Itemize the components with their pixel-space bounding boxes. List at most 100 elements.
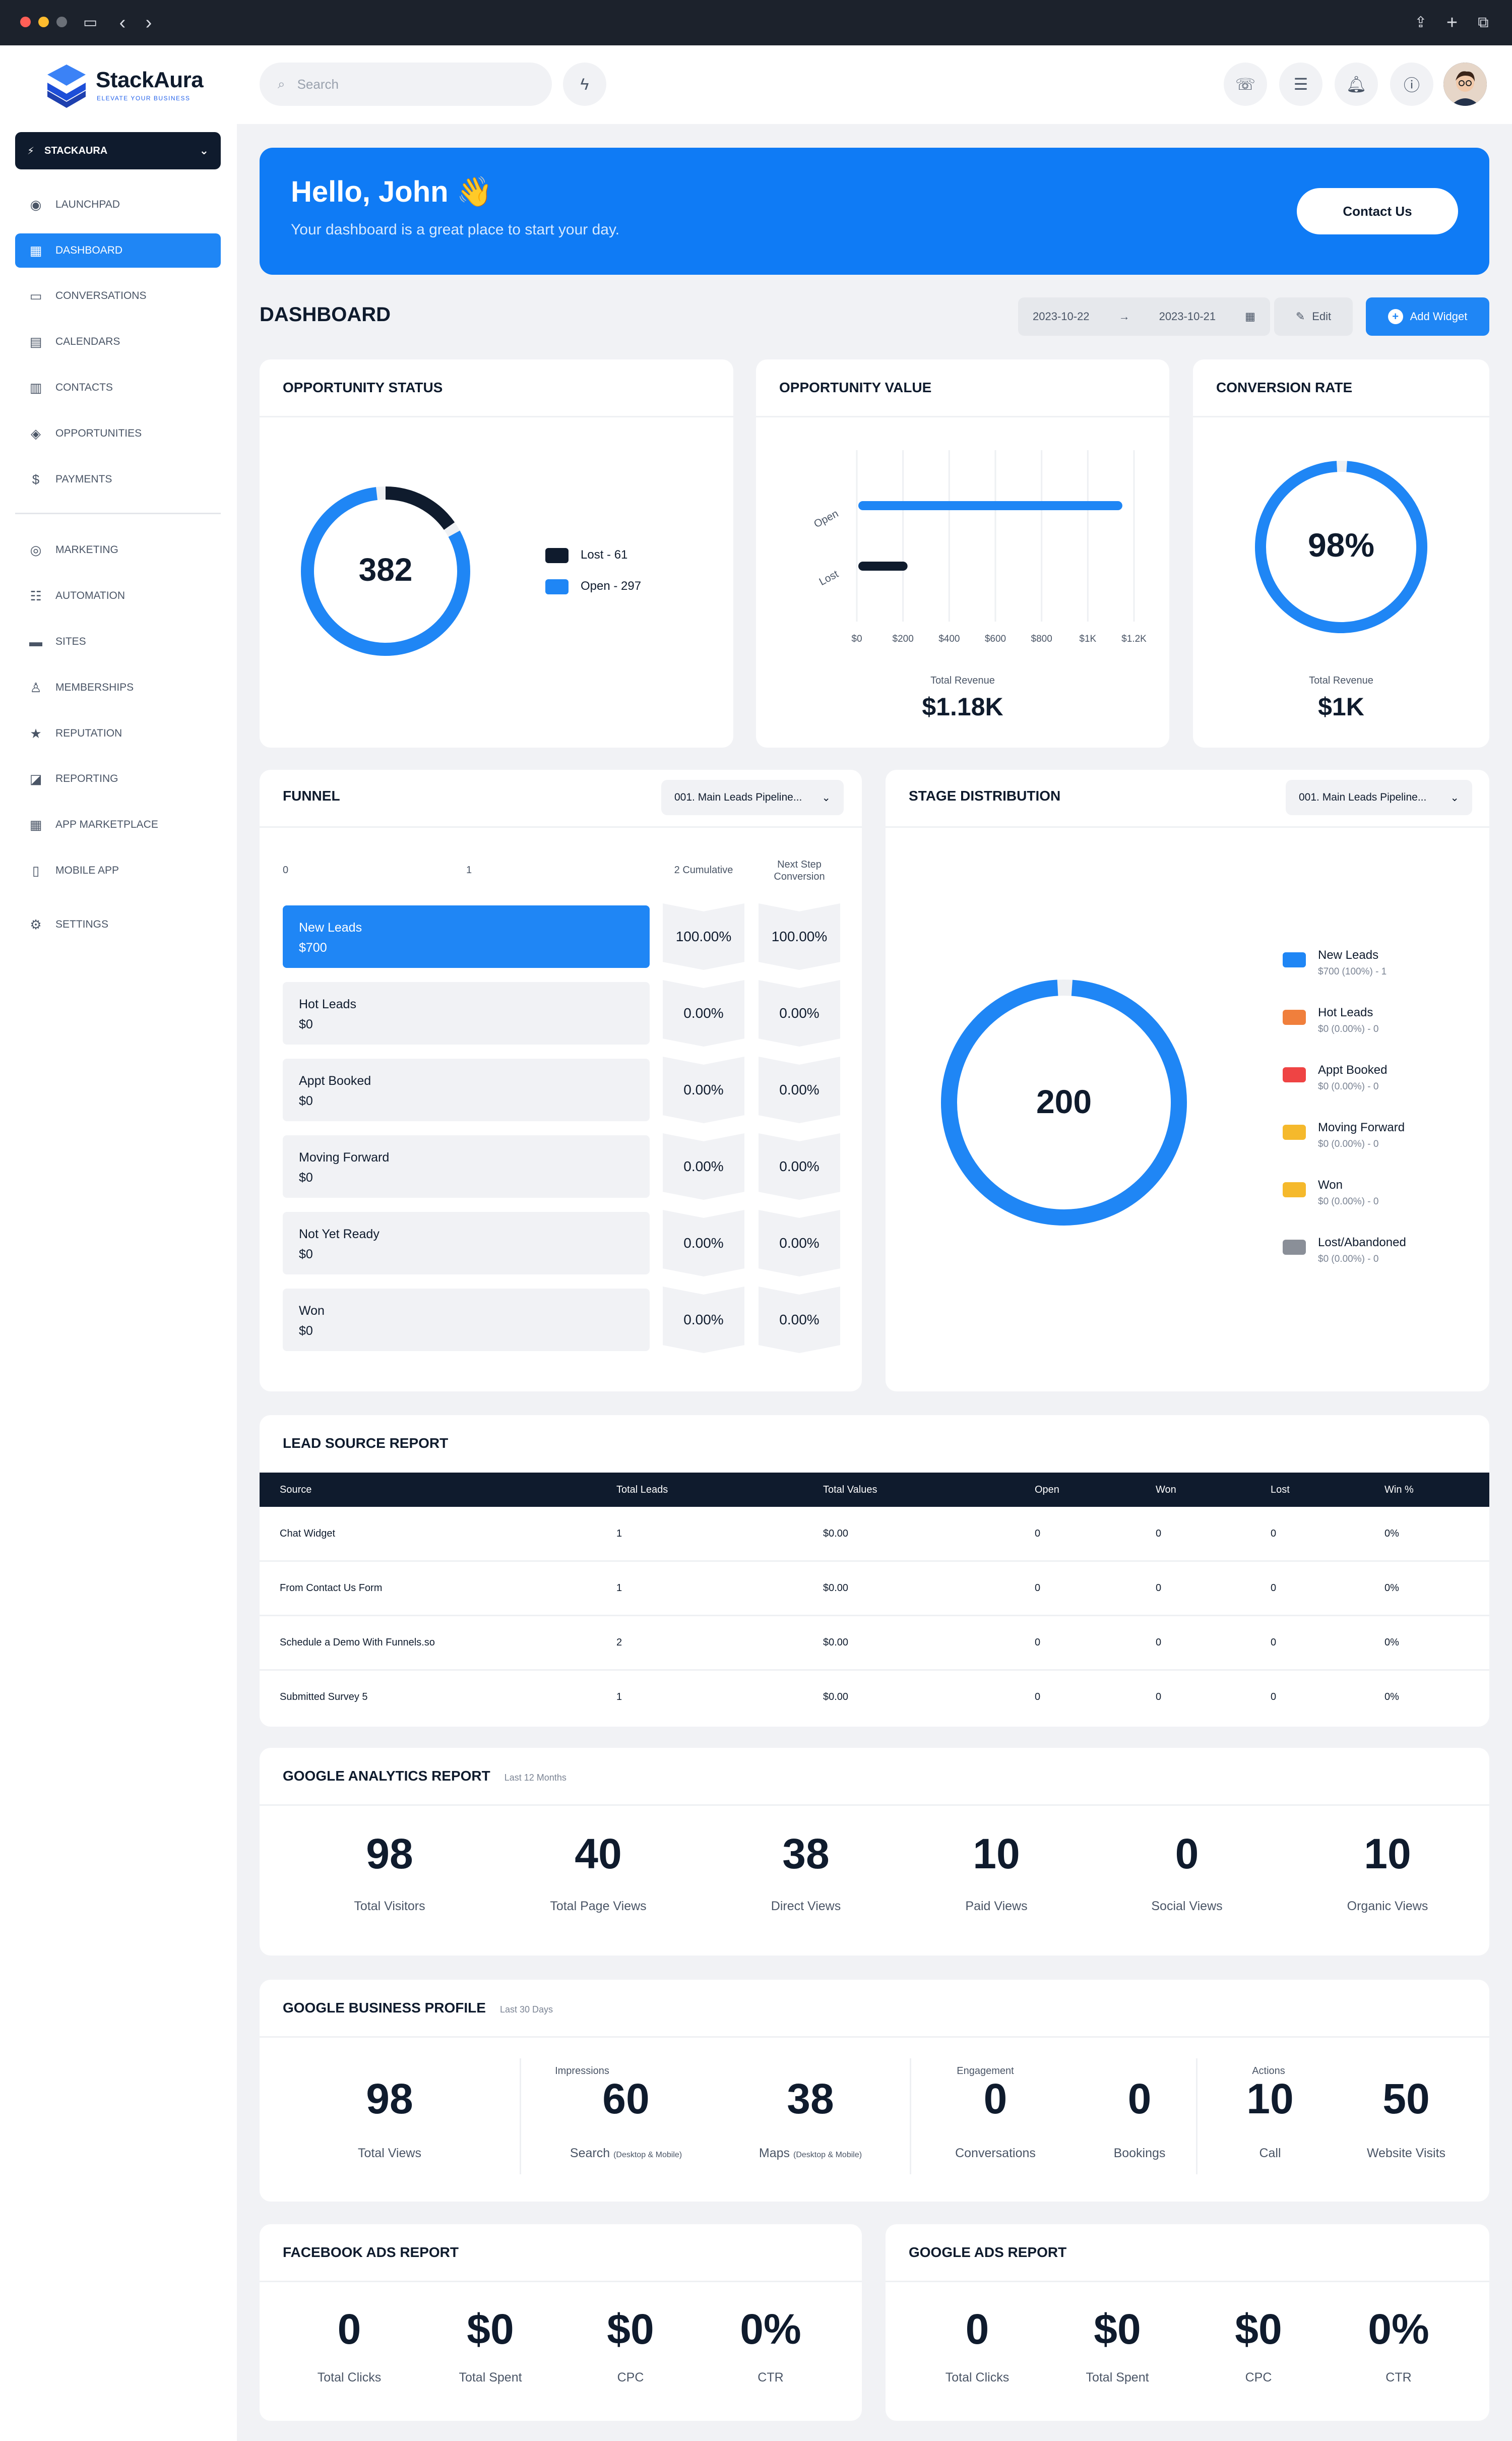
sidebar-item-reporting[interactable]: ◪ REPORTING: [15, 762, 221, 796]
sidebar-item-app-marketplace[interactable]: ▦ APP MARKETPLACE: [15, 808, 221, 842]
share-icon[interactable]: ⇪: [1414, 14, 1427, 31]
stat-label: Direct Views: [771, 1899, 841, 1913]
sidebar-item-automation[interactable]: ☷ AUTOMATION: [15, 579, 221, 613]
legend-detail: $0 (0.00%) - 0: [1318, 1196, 1379, 1207]
stage-pipeline-select[interactable]: 001. Main Leads Pipeline... ⌄: [1286, 780, 1472, 815]
conversion-arc: [1255, 461, 1427, 633]
avatar[interactable]: [1443, 63, 1487, 106]
table-cell: 0: [1271, 1528, 1277, 1539]
stat-label: Call: [1259, 2146, 1281, 2160]
card-divider: [756, 416, 1169, 417]
stage-legend-item: Hot Leads $0 (0.00%) - 0: [1283, 1006, 1378, 1035]
card-title: GOOGLE BUSINESS PROFILE Last 30 Days: [283, 2000, 553, 2016]
card-title: OPPORTUNITY STATUS: [283, 380, 443, 395]
new-tab-icon[interactable]: +: [1446, 12, 1458, 33]
rocket-icon: ◉: [30, 197, 42, 212]
funnel-cumulative: 0.00%: [663, 1133, 744, 1200]
sidebar-item-marketing[interactable]: ◎ MARKETING: [15, 533, 221, 567]
minimize-window-dot[interactable]: [38, 17, 49, 27]
sidebar-item-calendars[interactable]: ▤ CALENDARS: [15, 325, 221, 359]
funnel-stage-bar[interactable]: Not Yet Ready $0: [283, 1212, 650, 1274]
legend-lost: Lost - 61: [545, 548, 627, 563]
plus-circle-icon: +: [1388, 309, 1403, 324]
sidebar-item-memberships[interactable]: ♙ MEMBERSHIPS: [15, 670, 221, 705]
funnel-stage-bar[interactable]: Won $0: [283, 1289, 650, 1351]
mobile-icon: ▯: [32, 863, 40, 878]
contact-us-button[interactable]: Contact Us: [1297, 188, 1458, 234]
sidebar-item-mobile-app[interactable]: ▯ MOBILE APP: [15, 853, 221, 888]
card-title: FACEBOOK ADS REPORT: [283, 2244, 459, 2260]
stat-label: CTR: [758, 2370, 784, 2385]
column-header[interactable]: Total Leads: [616, 1484, 668, 1495]
column-header[interactable]: Total Values: [823, 1484, 877, 1495]
sidebar-item-settings[interactable]: ⚙ SETTINGS: [15, 907, 221, 942]
column-header[interactable]: Won: [1156, 1484, 1176, 1495]
account-switcher[interactable]: ⚡ STACKAURA ⌄: [15, 132, 221, 169]
stat-value: 0: [965, 2305, 989, 2353]
stat-label: Total Spent: [459, 2370, 522, 2385]
table-cell: From Contact Us Form: [280, 1582, 383, 1594]
zoom-window-dot[interactable]: [56, 17, 67, 27]
sidebar-item-payments[interactable]: $ PAYMENTS: [15, 462, 221, 497]
funnel-pipeline-select[interactable]: 001. Main Leads Pipeline... ⌄: [661, 780, 844, 815]
sidebar: [0, 45, 237, 2441]
tabs-overview-icon[interactable]: ⧉: [1478, 14, 1489, 31]
stat-value: 0: [983, 2075, 1007, 2122]
sidebar-item-contacts[interactable]: ▥ CONTACTS: [15, 371, 221, 405]
stat-label: Total Views: [358, 2146, 421, 2160]
forward-icon[interactable]: ›: [145, 12, 152, 33]
table-cell: Submitted Survey 5: [280, 1691, 368, 1702]
sidebar-item-reputation[interactable]: ★ REPUTATION: [15, 716, 221, 751]
table-row[interactable]: From Contact Us Form 1 $0.00 0 0 0 0%: [260, 1561, 1489, 1616]
table-cell: 0: [1271, 1582, 1277, 1594]
row-divider: [260, 1669, 1489, 1671]
column-header[interactable]: Lost: [1271, 1484, 1290, 1495]
sidebar-item-label: LAUNCHPAD: [55, 199, 120, 210]
row-divider: [260, 1615, 1489, 1616]
funnel-stage-name: Appt Booked: [299, 1074, 371, 1088]
add-widget-button[interactable]: + Add Widget: [1366, 297, 1489, 336]
funnel-stage-bar[interactable]: Moving Forward $0: [283, 1135, 650, 1198]
sidebar-item-sites[interactable]: ▬ SITES: [15, 625, 221, 659]
column-header[interactable]: Open: [1035, 1484, 1059, 1495]
sidebar-item-label: PAYMENTS: [55, 473, 112, 485]
back-icon[interactable]: ‹: [119, 12, 126, 33]
quick-action-button[interactable]: ϟ: [563, 63, 606, 106]
sidebar-item-label: SETTINGS: [55, 919, 109, 930]
stat-label: Total Visitors: [354, 1899, 425, 1913]
x-tick-label: $200: [893, 634, 914, 644]
arrow-right-icon: →: [1118, 310, 1130, 323]
phone-button[interactable]: ☏: [1224, 63, 1267, 106]
opportunity-value-chart: $0 $200 $400 $600 $800 $1K $1.2K Open Lost: [812, 450, 1147, 644]
search-input[interactable]: ⌕ Search: [260, 63, 552, 106]
sidebar-item-dashboard[interactable]: ▦ DASHBOARD: [15, 233, 221, 268]
funnel-axis-1: 1: [466, 865, 472, 876]
edit-button[interactable]: ✎ Edit: [1274, 297, 1353, 336]
table-row[interactable]: Chat Widget 1 $0.00 0 0 0 0%: [260, 1507, 1489, 1562]
table-cell: Chat Widget: [280, 1528, 336, 1539]
notifications-button[interactable]: 🔔︎: [1335, 63, 1378, 106]
date-range-picker[interactable]: 2023-10-22 → 2023-10-21 ▦: [1018, 297, 1270, 336]
sidebar-item-opportunities[interactable]: ◈ OPPORTUNITIES: [15, 416, 221, 451]
card-title: GOOGLE ADS REPORT: [909, 2244, 1067, 2260]
funnel-stage-bar[interactable]: New Leads $700: [283, 905, 650, 968]
sidebar-item-label: DASHBOARD: [55, 245, 123, 256]
stat-label: Total Clicks: [317, 2370, 382, 2385]
sidebar-toggle-icon[interactable]: ▭: [83, 14, 98, 31]
sidebar-item-launchpad[interactable]: ◉ LAUNCHPAD: [15, 188, 221, 222]
table-row[interactable]: Submitted Survey 5 1 $0.00 0 0 0 0%: [260, 1670, 1489, 1725]
legend-swatch: [1283, 1067, 1306, 1082]
table-row[interactable]: Schedule a Demo With Funnels.so 2 $0.00 0 0 0…: [260, 1616, 1489, 1671]
sidebar-item-label: REPORTING: [55, 773, 118, 784]
legend-name: Hot Leads: [1318, 1006, 1373, 1019]
column-header[interactable]: Source: [280, 1484, 312, 1495]
funnel-stage-bar[interactable]: Appt Booked $0: [283, 1059, 650, 1121]
column-header[interactable]: Win %: [1384, 1484, 1414, 1495]
close-window-dot[interactable]: [20, 17, 31, 27]
info-button[interactable]: ⓘ: [1390, 63, 1433, 106]
table-cell: $0.00: [823, 1637, 849, 1648]
sidebar-item-conversations[interactable]: ▭ CONVERSATIONS: [15, 279, 221, 313]
funnel-stage-bar[interactable]: Hot Leads $0: [283, 982, 650, 1045]
card-divider: [1193, 416, 1489, 417]
server-button[interactable]: ☰: [1279, 63, 1322, 106]
